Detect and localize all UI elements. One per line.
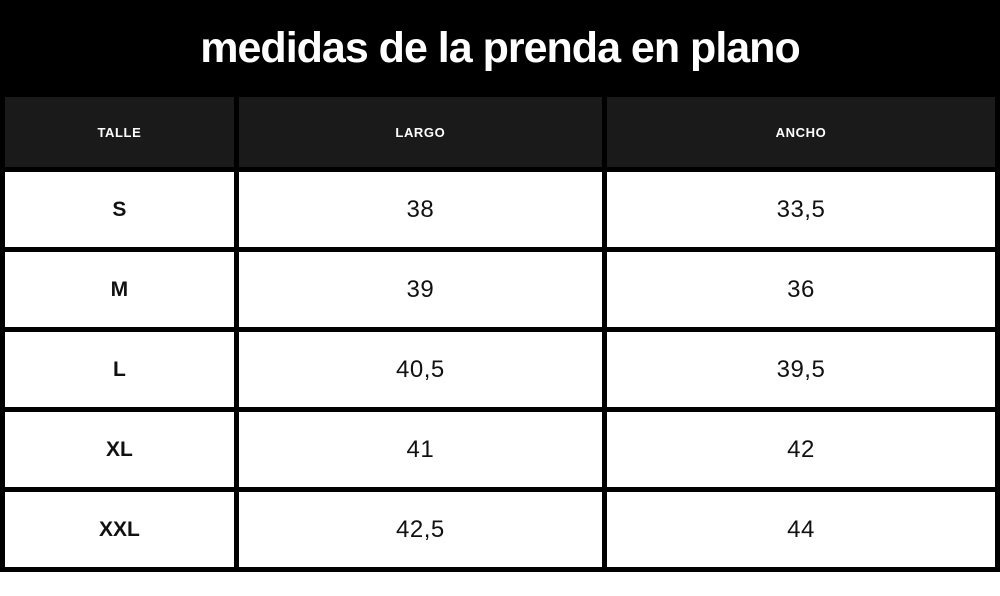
ancho-cell: 42 bbox=[601, 407, 1000, 492]
table-row-l: L 40,5 39,5 bbox=[0, 327, 1000, 412]
largo-cell: 42,5 bbox=[233, 487, 607, 572]
largo-cell: 38 bbox=[233, 167, 607, 252]
largo-cell: 40,5 bbox=[233, 327, 607, 412]
column-header-largo: LARGO bbox=[233, 97, 607, 172]
size-cell: L bbox=[0, 327, 239, 412]
ancho-cell: 33,5 bbox=[601, 167, 1000, 252]
table-row-s: S 38 33,5 bbox=[0, 167, 1000, 252]
size-cell: XL bbox=[0, 407, 239, 492]
table-row-xl: XL 41 42 bbox=[0, 407, 1000, 492]
ancho-cell: 44 bbox=[601, 487, 1000, 572]
table-header-row: TALLE LARGO ANCHO bbox=[0, 97, 1000, 172]
table-row-xxl: XXL 42,5 44 bbox=[0, 487, 1000, 572]
size-cell: XXL bbox=[0, 487, 239, 572]
ancho-cell: 36 bbox=[601, 247, 1000, 332]
column-header-talle: TALLE bbox=[0, 97, 239, 172]
largo-cell: 41 bbox=[233, 407, 607, 492]
size-chart-table: TALLE LARGO ANCHO S 38 33,5 M 39 36 L 40… bbox=[0, 97, 1000, 572]
table-row-m: M 39 36 bbox=[0, 247, 1000, 332]
largo-cell: 39 bbox=[233, 247, 607, 332]
size-cell: M bbox=[0, 247, 239, 332]
page-title: medidas de la prenda en plano bbox=[200, 24, 800, 72]
title-banner: medidas de la prenda en plano bbox=[0, 0, 1000, 97]
ancho-cell: 39,5 bbox=[601, 327, 1000, 412]
size-cell: S bbox=[0, 167, 239, 252]
column-header-ancho: ANCHO bbox=[601, 97, 1000, 172]
